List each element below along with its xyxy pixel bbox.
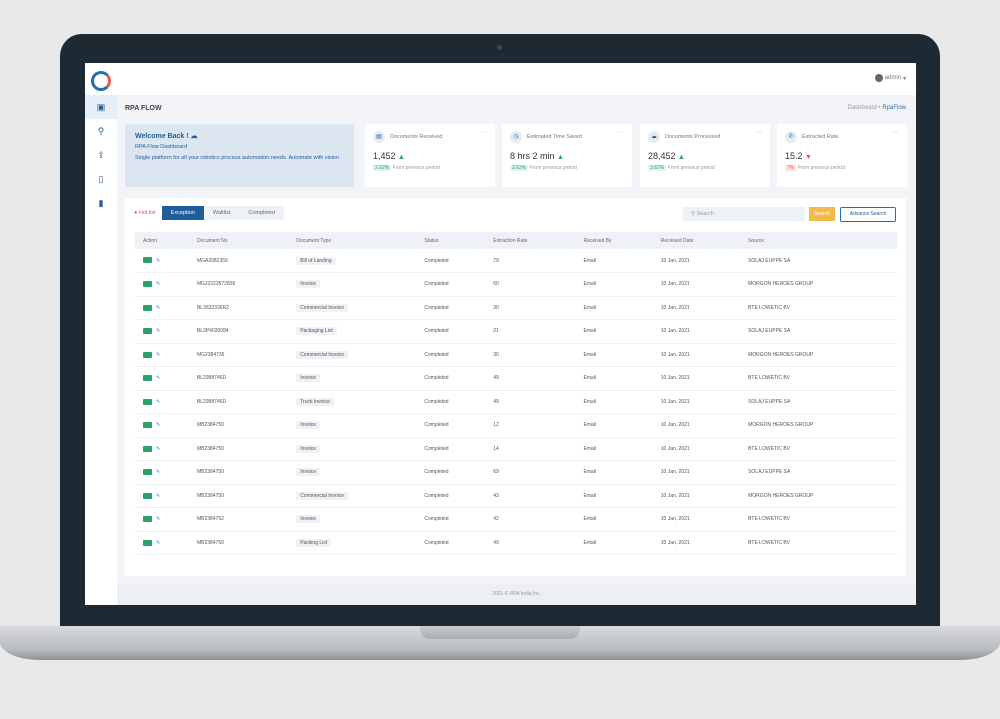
tab-exception[interactable]: Exception <box>161 206 204 220</box>
view-button[interactable] <box>143 304 152 311</box>
tab-completed[interactable]: Completed <box>239 206 284 220</box>
table-row[interactable]: ✎ MGA2082359 Bill of Landing Completed 79 Ema… <box>135 249 897 273</box>
more-icon[interactable]: ··· <box>755 129 762 136</box>
edit-icon[interactable]: ✎ <box>156 469 161 476</box>
table-row[interactable]: ✎ MG2384736 Commercial Invoice Completed 30 E… <box>135 343 897 367</box>
column-header[interactable]: Document Type <box>288 232 417 249</box>
column-header[interactable]: Received By <box>575 232 653 249</box>
search-icon[interactable]: ⚲ <box>97 125 105 136</box>
table-row[interactable]: ✎ MB2384750 Commercial Invoice Completed 43 E… <box>135 484 897 508</box>
search-input[interactable]: ⚲ Search <box>683 207 805 221</box>
tab-waitlist[interactable]: Waitlist <box>203 206 240 220</box>
fire-icon: ● <box>134 210 138 216</box>
edit-icon[interactable]: ✎ <box>156 422 161 429</box>
tab-bar: ● Hot list Exception Waitlist Completed <box>134 206 284 220</box>
trend-up-icon: ▲ <box>678 154 685 161</box>
column-header[interactable]: Extraction Rate <box>485 232 576 249</box>
table-row[interactable]: ✎ BL2998745D Invoice Completed 49 Email 10 Jan… <box>135 366 897 391</box>
edit-icon[interactable]: ✎ <box>156 375 161 382</box>
view-button[interactable] <box>143 422 152 429</box>
document-icon: ▤ <box>373 131 385 143</box>
cloud-icon: ☁ <box>648 131 660 143</box>
table-row[interactable]: ✎ MGJ2223572836 Invoice Completed 60 Email 10 … <box>135 272 897 297</box>
column-header[interactable]: Action <box>135 232 189 249</box>
table-row[interactable]: ✎ BL3632336R2 Commercial Invoice Completed 3… <box>135 296 897 320</box>
table-row[interactable]: ✎ MB2384750 Invoice Completed 14 Email 10 Jan,… <box>135 437 897 461</box>
view-button[interactable] <box>143 328 152 335</box>
trend-down-icon: ▼ <box>805 154 812 161</box>
view-button[interactable] <box>143 469 152 476</box>
trend-up-icon: ▲ <box>398 154 405 161</box>
logo[interactable] <box>91 71 111 91</box>
chevron-down-icon: ▾ <box>902 75 906 82</box>
edit-icon[interactable]: ✎ <box>156 398 161 405</box>
chart-icon[interactable]: ▮ <box>98 197 104 208</box>
view-button[interactable] <box>143 516 152 523</box>
edit-icon[interactable]: ✎ <box>156 492 161 499</box>
table-row[interactable]: ✎ MB2384752 Invoice Completed 42 Email 10 Jan,… <box>135 507 897 532</box>
edit-icon[interactable]: ✎ <box>156 257 161 264</box>
stat-card: ☁ Documents Processed ··· 28,452 ▲ 3.62% … <box>640 124 770 187</box>
view-button[interactable] <box>143 375 152 382</box>
more-icon[interactable]: ··· <box>892 129 899 136</box>
view-button[interactable] <box>143 492 152 499</box>
user-avatar-icon <box>874 74 883 82</box>
documents-table: Action Document No Document Type Status Extr… <box>135 232 897 555</box>
more-icon[interactable]: ··· <box>617 129 624 136</box>
view-button[interactable] <box>143 398 152 405</box>
table-row[interactable]: ✎ MB2384750 Invoice Completed 69 Email 10 Jan,… <box>135 460 897 485</box>
table-row[interactable]: ✎ MB2384750 Packing List Completed 49 Email 10… <box>135 531 897 555</box>
footer: 2021 © RPA India Inc. <box>117 584 916 605</box>
table-row[interactable]: ✎ BL2998745D Truck Invoice Completed 49 Email… <box>135 390 897 414</box>
welcome-card: Welcome Back ! ☁ RPA Flow Dashboard Sing… <box>125 124 354 187</box>
dashboard-icon[interactable]: ▣ <box>85 95 117 119</box>
column-header[interactable]: Status <box>416 232 486 249</box>
edit-icon[interactable]: ✎ <box>156 351 161 358</box>
phone-icon: ✆ <box>785 131 797 143</box>
stat-card: ▤ Documents Received ··· 1,452 ▲ 2.62% Fr… <box>365 124 495 187</box>
user-menu[interactable]: admin ▾ <box>874 74 906 82</box>
stat-card: ◷ Estimated Time Saved ··· 8 hrs 2 min ▲ … <box>502 124 632 187</box>
stat-card: ✆ Extracted Rate ··· 15.2 ▼ 7% From previ… <box>777 124 907 187</box>
breadcrumb: Dashboard • RpaFlow <box>847 105 906 111</box>
view-button[interactable] <box>143 539 152 546</box>
column-header[interactable]: Source <box>740 232 897 249</box>
edit-icon[interactable]: ✎ <box>156 445 161 452</box>
app-screen: admin ▾ ▣ ⚲ ⇪ ▯ ▮ RPA FLOW Dashboard • Rp… <box>85 63 916 605</box>
trend-up-icon: ▲ <box>557 154 564 161</box>
documents-panel: ● Hot list Exception Waitlist Completed … <box>125 198 906 576</box>
top-bar: admin ▾ <box>85 63 916 95</box>
column-header[interactable]: Received Date <box>652 232 741 249</box>
view-button[interactable] <box>143 257 152 264</box>
view-button[interactable] <box>143 445 152 452</box>
search-button[interactable]: Search <box>809 207 835 221</box>
upload-icon[interactable]: ⇪ <box>97 149 105 160</box>
file-icon[interactable]: ▯ <box>98 173 104 184</box>
view-button[interactable] <box>143 281 152 288</box>
laptop-notch <box>420 626 580 639</box>
table-row[interactable]: ✎ MB2384750 Invoice Completed 12 Email 10 Jan,… <box>135 413 897 438</box>
edit-icon[interactable]: ✎ <box>156 304 161 311</box>
camera <box>497 45 502 50</box>
edit-icon[interactable]: ✎ <box>156 539 161 546</box>
column-header[interactable]: Document No <box>188 232 289 249</box>
table-row[interactable]: ✎ BL3P4030084 Packaging List Completed 21 Ema… <box>135 319 897 344</box>
more-icon[interactable]: ··· <box>480 129 487 136</box>
clock-icon: ◷ <box>510 131 522 143</box>
edit-icon[interactable]: ✎ <box>156 328 161 335</box>
page-title: RPA FLOW <box>125 105 162 112</box>
advance-search-button[interactable]: Advance Search <box>840 207 896 222</box>
view-button[interactable] <box>143 351 152 358</box>
sidebar: ▣ ⚲ ⇪ ▯ ▮ <box>85 95 117 605</box>
hot-list-label: ● Hot list <box>134 210 156 216</box>
edit-icon[interactable]: ✎ <box>156 516 161 523</box>
edit-icon[interactable]: ✎ <box>156 281 161 288</box>
